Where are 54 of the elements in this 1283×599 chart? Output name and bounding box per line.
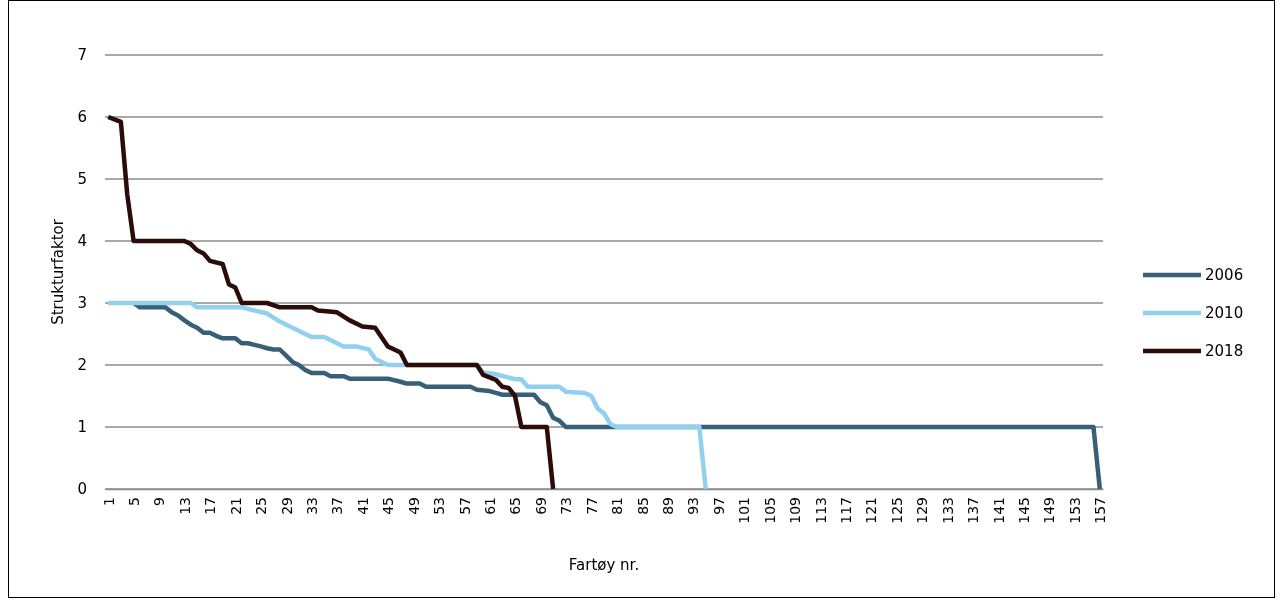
x-tick-label: 101	[736, 497, 753, 524]
x-tick-label: 25	[253, 497, 270, 515]
x-tick-label: 41	[354, 497, 371, 515]
x-tick-label: 137	[965, 497, 982, 524]
x-tick-label: 81	[609, 497, 626, 515]
x-tick-label: 49	[405, 497, 422, 515]
x-tick-label: 57	[456, 497, 473, 515]
x-tick-label: 1	[100, 497, 117, 506]
y-tick-label: 3	[77, 294, 87, 313]
x-tick-label: 129	[914, 497, 931, 524]
x-tick-label: 33	[303, 497, 320, 515]
x-tick-label: 65	[507, 497, 524, 515]
x-tick-label: 13	[176, 497, 193, 515]
y-tick-label: 2	[77, 356, 87, 375]
x-tick-label: 145	[1015, 497, 1032, 524]
x-tick-label: 113	[812, 497, 829, 524]
x-tick-label: 53	[431, 497, 448, 515]
x-tick-label: 77	[583, 497, 600, 515]
y-tick-label: 0	[77, 480, 87, 499]
x-tick-label: 133	[939, 497, 956, 524]
x-tick-label: 17	[202, 497, 219, 515]
x-tick-label: 121	[863, 497, 880, 524]
y-tick-label: 6	[77, 108, 87, 127]
x-tick-label: 117	[837, 497, 854, 524]
x-tick-label: 29	[278, 497, 295, 515]
x-tick-label: 125	[888, 497, 905, 524]
x-tick-label: 141	[990, 497, 1007, 524]
y-tick-label: 1	[77, 418, 87, 437]
legend-label: 2018	[1205, 342, 1244, 361]
line-series	[105, 114, 556, 492]
x-tick-label: 85	[634, 497, 651, 515]
x-tick-label: 149	[1041, 497, 1058, 524]
x-tick-label: 93	[685, 497, 702, 515]
y-tick-label: 4	[77, 232, 87, 251]
legend-label: 2010	[1205, 304, 1244, 323]
x-tick-label: 109	[787, 497, 804, 524]
x-tick-label: 153	[1066, 497, 1083, 524]
y-tick-label: 7	[77, 46, 87, 65]
x-tick-label: 37	[329, 497, 346, 515]
x-tick-label: 89	[659, 497, 676, 515]
x-tick-label: 105	[761, 497, 778, 524]
x-tick-label: 45	[380, 497, 397, 515]
x-tick-label: 69	[532, 497, 549, 515]
x-tick-label: 21	[227, 497, 244, 515]
legend-label: 2006	[1205, 266, 1244, 285]
x-tick-label: 157	[1092, 497, 1109, 524]
x-tick-label: 5	[126, 497, 143, 506]
x-tick-label: 97	[710, 497, 727, 515]
y-tick-label: 5	[77, 170, 87, 189]
x-tick-label: 73	[558, 497, 575, 515]
x-axis-title: Fartøy nr.	[568, 556, 640, 574]
x-tick-label: 61	[481, 497, 498, 515]
y-axis-title: Strukturfaktor	[49, 218, 67, 325]
x-tick-label: 9	[151, 497, 168, 506]
